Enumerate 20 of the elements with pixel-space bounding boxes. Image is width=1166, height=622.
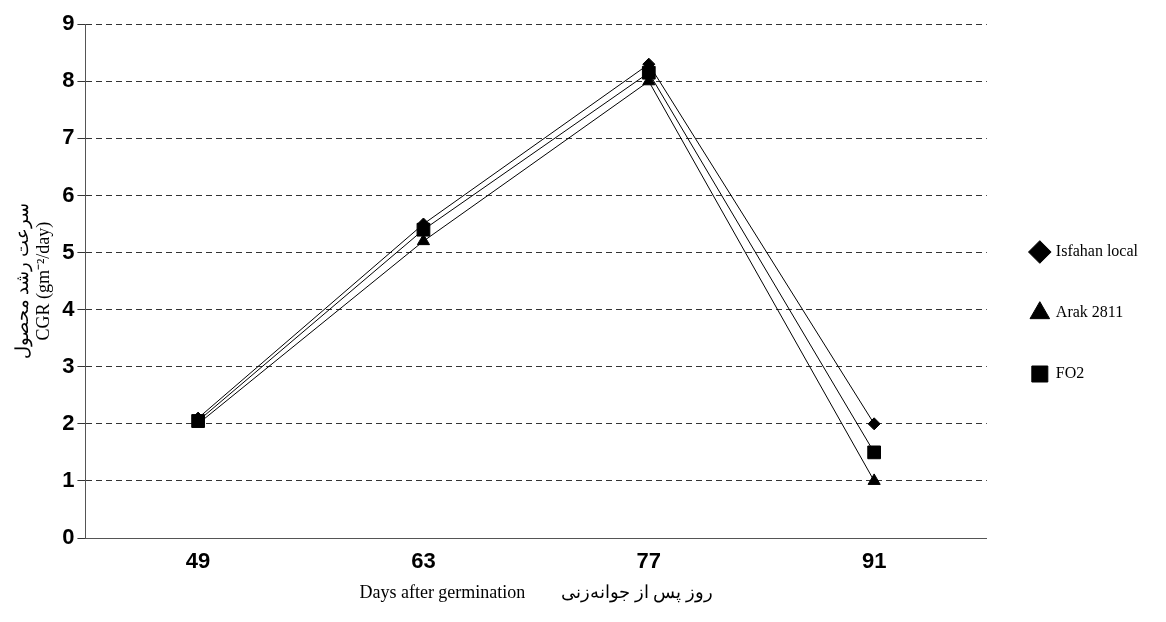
y-tick-label: 9 bbox=[62, 10, 75, 36]
legend-label: Arak 2811 bbox=[1055, 303, 1124, 321]
x-tick-label: 77 bbox=[636, 548, 662, 574]
y-tick-label: 3 bbox=[62, 352, 75, 378]
y-tick-label: 4 bbox=[62, 295, 76, 321]
y-tick-label: 0 bbox=[62, 524, 75, 550]
y-tick-label: 2 bbox=[62, 409, 75, 435]
x-tick-label: 91 bbox=[861, 548, 887, 574]
y-tick-label: 7 bbox=[62, 124, 75, 150]
legend-label: Isfahan local bbox=[1055, 242, 1139, 260]
y-tick-label: 6 bbox=[62, 181, 75, 207]
y-tick-label: 1 bbox=[62, 466, 75, 492]
text: سرعت رشد محصول bbox=[11, 203, 32, 360]
x-tick-label: 63 bbox=[411, 548, 436, 574]
y-tick-label: 8 bbox=[62, 67, 75, 93]
legend-label: FO2 bbox=[1055, 364, 1085, 382]
x-tick-label: 49 bbox=[185, 548, 211, 574]
x-axis-title: Days after germination روز پس از جوانه‌زنی bbox=[359, 581, 713, 603]
y-tick-label: 5 bbox=[62, 238, 75, 264]
text: CGR (gm⁻²/day) bbox=[33, 221, 54, 341]
